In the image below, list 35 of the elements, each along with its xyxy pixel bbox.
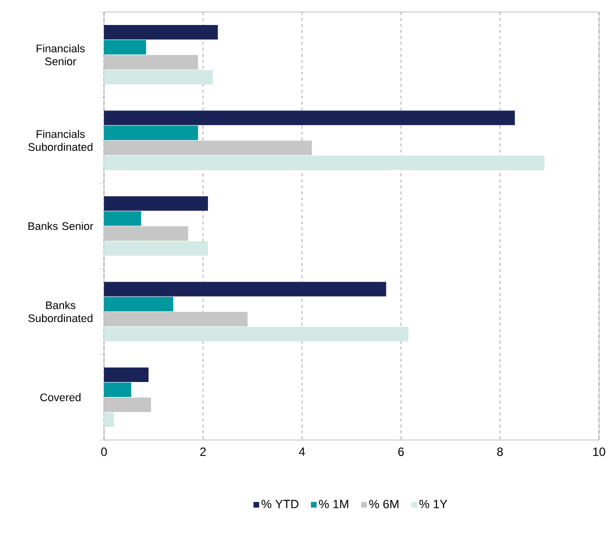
- y-tick-label: Financials Senior: [36, 44, 85, 66]
- bar: [104, 282, 386, 296]
- bar: [104, 25, 218, 40]
- x-tick-label: 4: [298, 448, 305, 456]
- bar: [104, 312, 248, 326]
- bar: [104, 196, 208, 211]
- bar: [104, 140, 312, 156]
- bar: [104, 367, 149, 382]
- bar: [104, 55, 198, 70]
- legend-label: % 6M: [369, 500, 398, 508]
- y-tick-label: Banks Subordinated: [28, 301, 92, 322]
- x-tick-label: 8: [497, 448, 503, 456]
- bar: [104, 126, 198, 140]
- legend-label: % YTD: [262, 500, 298, 508]
- bar: [104, 211, 142, 226]
- x-tick-label: 6: [398, 448, 404, 456]
- bar: [104, 226, 188, 241]
- bar: [104, 397, 152, 412]
- legend-label: % 1M: [319, 500, 348, 508]
- y-tick-label: Covered: [40, 393, 80, 402]
- x-tick-label: 0: [101, 448, 107, 456]
- bar: [104, 412, 114, 427]
- bar: [104, 110, 515, 126]
- x-tick-label: 2: [200, 448, 206, 456]
- y-tick-label: Financials Subordinated: [28, 130, 92, 151]
- bar: [104, 241, 208, 256]
- bar: [104, 296, 174, 312]
- bar: [104, 70, 213, 85]
- bar: [104, 382, 132, 397]
- bar: [104, 326, 408, 342]
- y-tick-label: Banks Senior: [28, 222, 94, 230]
- legend-label: % 1Y: [419, 500, 448, 508]
- x-tick-label: 10: [593, 448, 606, 456]
- bar: [104, 40, 146, 55]
- bar: [104, 156, 545, 170]
